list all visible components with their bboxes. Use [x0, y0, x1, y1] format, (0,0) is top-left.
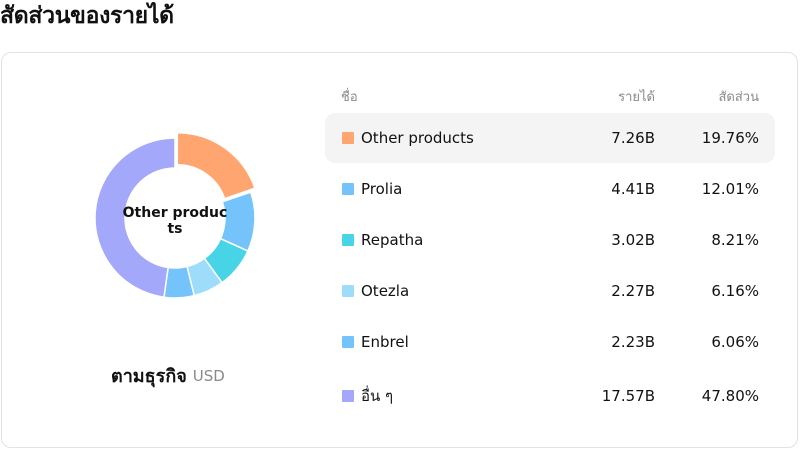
table-row[interactable]: Other products 7.26B 19.76%	[325, 113, 775, 163]
row-share: 6.06%	[711, 333, 759, 351]
legend-swatch	[342, 390, 354, 402]
legend-swatch	[342, 234, 354, 246]
table-header: ชื่อ รายได้ สัดส่วน	[325, 86, 775, 106]
header-name: ชื่อ	[341, 90, 358, 105]
row-revenue: 2.27B	[611, 282, 655, 300]
page-title: สัดส่วนของรายได้	[0, 3, 174, 29]
row-name: Prolia	[361, 180, 403, 198]
table-row[interactable]: อื่น ๆ 17.57B 47.80%	[325, 371, 775, 421]
row-share: 6.16%	[711, 282, 759, 300]
donut-chart: Other products	[94, 133, 256, 303]
row-share: 12.01%	[701, 180, 759, 198]
donut-svg	[94, 133, 256, 299]
legend-swatch	[342, 183, 354, 195]
header-revenue: รายได้	[618, 90, 655, 105]
row-name: Other products	[361, 129, 474, 147]
table-row[interactable]: Prolia 4.41B 12.01%	[325, 164, 775, 214]
legend-swatch	[342, 285, 354, 297]
row-name: อื่น ๆ	[361, 387, 394, 405]
currency-unit: USD	[192, 366, 225, 385]
row-revenue: 7.26B	[611, 129, 655, 147]
row-share: 8.21%	[711, 231, 759, 249]
row-revenue: 3.02B	[611, 231, 655, 249]
row-name: Enbrel	[361, 333, 409, 351]
table-row[interactable]: Repatha 3.02B 8.21%	[325, 215, 775, 265]
row-share: 47.80%	[701, 387, 759, 405]
legend-swatch	[342, 132, 354, 144]
row-name: Otezla	[361, 282, 410, 300]
header-share: สัดส่วน	[718, 90, 760, 105]
table-row[interactable]: Enbrel 2.23B 6.06%	[325, 317, 775, 367]
row-revenue: 4.41B	[611, 180, 655, 198]
caption-segment: ตามธุรกิจ	[111, 366, 187, 387]
row-share: 19.76%	[701, 129, 759, 147]
row-revenue: 17.57B	[601, 387, 655, 405]
row-name: Repatha	[361, 231, 424, 249]
donut-slice[interactable]	[176, 133, 256, 200]
donut-center-label: Other products	[122, 205, 228, 237]
donut-slice[interactable]	[94, 137, 176, 299]
table-row[interactable]: Otezla 2.27B 6.16%	[325, 266, 775, 316]
donut-caption: ตามธุรกิจ USD	[111, 361, 225, 390]
legend-swatch	[342, 336, 354, 348]
row-revenue: 2.23B	[611, 333, 655, 351]
